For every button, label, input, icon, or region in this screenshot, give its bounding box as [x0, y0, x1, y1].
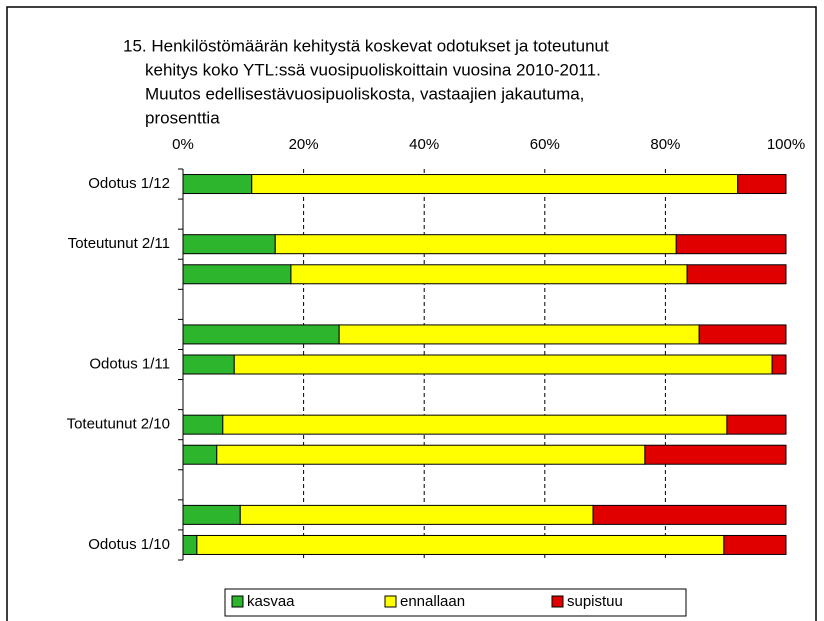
- bar-segment: [182, 414, 224, 435]
- bar-segment: [771, 354, 787, 375]
- bar-segment: [274, 234, 677, 255]
- bar-segment: [182, 324, 340, 345]
- bar-segment: [233, 354, 773, 375]
- bar-segment: [675, 234, 787, 255]
- bar-segment: [338, 324, 700, 345]
- legend-box: [224, 588, 687, 617]
- bar-segment: [182, 174, 253, 195]
- legend-label: ennallaan: [400, 593, 465, 610]
- bar-segment: [644, 444, 787, 465]
- legend-label: kasvaa: [247, 593, 295, 610]
- x-tick-label: 20%: [289, 136, 319, 153]
- y-tick-label: Toteutunut 2/10: [67, 416, 170, 433]
- chart-title: Muutos edellisestävuosipuoliskosta, vast…: [145, 84, 584, 103]
- bar-segment: [290, 264, 688, 285]
- y-tick-label: Odotus 1/11: [89, 355, 170, 372]
- y-tick-label: Odotus 1/12: [88, 175, 170, 192]
- bar-segment: [182, 264, 292, 285]
- bar-segment: [182, 354, 235, 375]
- bar-segment: [698, 324, 787, 345]
- legend-swatch: [384, 595, 397, 608]
- bar-segment: [182, 234, 276, 255]
- chart-title: prosenttia: [145, 108, 220, 127]
- y-tick-label: Toteutunut 2/11: [68, 235, 170, 252]
- bar-segment: [222, 414, 728, 435]
- bar-segment: [216, 444, 646, 465]
- chart-title: 15. Henkilöstömäärän kehitystä koskevat …: [123, 36, 609, 55]
- bar-segment: [592, 504, 787, 525]
- y-tick-label: Odotus 1/10: [88, 536, 170, 553]
- bar-segment: [239, 504, 594, 525]
- bar-segment: [726, 414, 787, 435]
- bar-segment: [182, 534, 198, 555]
- x-tick-label: 100%: [767, 136, 805, 153]
- bar-segment: [251, 174, 739, 195]
- bar-segment: [182, 504, 241, 525]
- x-tick-label: 60%: [530, 136, 560, 153]
- frame: [6, 6, 817, 621]
- x-tick-label: 40%: [409, 136, 439, 153]
- legend-swatch: [551, 595, 564, 608]
- bar-segment: [196, 534, 725, 555]
- chart-title: kehitys koko YTL:ssä vuosipuoliskoittain…: [145, 60, 601, 79]
- x-tick-label: 80%: [650, 136, 680, 153]
- bar-segment: [182, 444, 218, 465]
- bar-segment: [723, 534, 787, 555]
- x-tick-label: 0%: [172, 136, 194, 153]
- legend-swatch: [231, 595, 244, 608]
- bar-segment: [737, 174, 787, 195]
- legend-label: supistuu: [567, 593, 623, 610]
- bar-segment: [686, 264, 787, 285]
